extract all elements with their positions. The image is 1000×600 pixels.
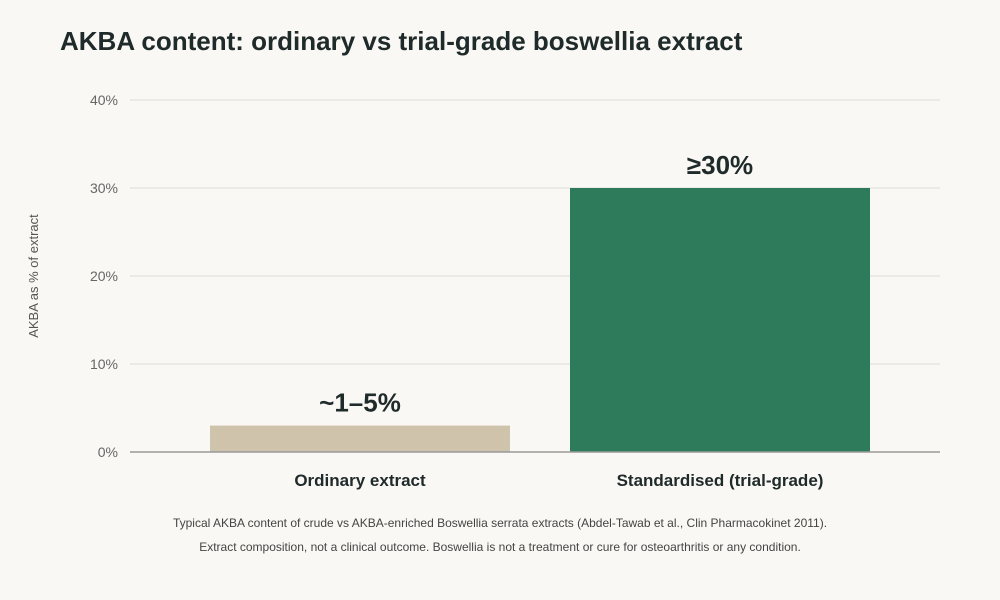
x-tick-label: Standardised (trial-grade)	[617, 471, 824, 490]
data-label: ~1–5%	[319, 388, 401, 418]
y-tick-label: 30%	[90, 180, 118, 196]
bar	[210, 425, 510, 452]
y-tick-label: 40%	[90, 92, 118, 108]
bars	[210, 188, 870, 452]
x-tick-label: Ordinary extract	[294, 471, 426, 490]
bar	[570, 188, 870, 452]
footnote-source: Typical AKBA content of crude vs AKBA-en…	[172, 516, 828, 530]
y-axis-label: AKBA as % of extract	[26, 214, 41, 338]
data-labels: ~1–5% ≥30%	[319, 150, 753, 418]
chart-title: AKBA content: ordinary vs trial-grade bo…	[60, 26, 743, 56]
y-tick-label: 10%	[90, 356, 118, 372]
y-tick-label: 20%	[90, 268, 118, 284]
y-tick-label: 0%	[98, 444, 118, 460]
footnote-disclaimer: Extract composition, not a clinical outc…	[199, 540, 801, 554]
data-label: ≥30%	[687, 150, 753, 180]
x-axis-ticks: Ordinary extract Standardised (trial-grad…	[294, 471, 823, 490]
y-axis-ticks: 0% 10% 20% 30% 40%	[90, 92, 118, 460]
